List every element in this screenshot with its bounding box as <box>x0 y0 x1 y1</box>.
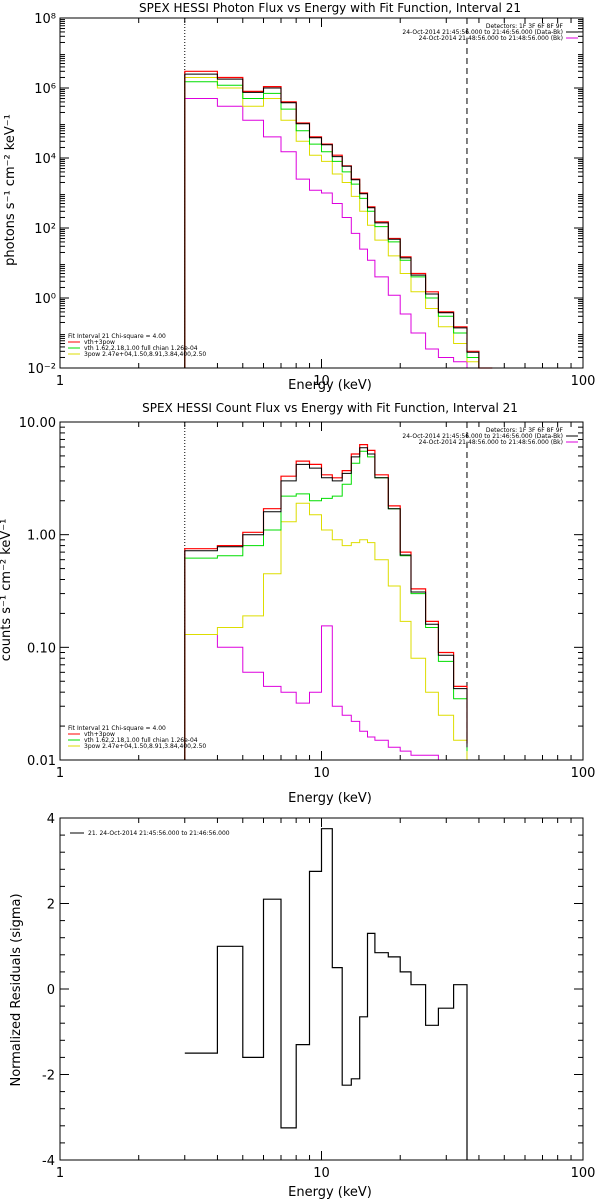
photon-flux-legend-bottom-line: vth+3pow <box>84 339 115 346</box>
residuals-series-residual <box>184 828 468 1160</box>
residuals-xtick-label: 10 <box>313 1166 330 1181</box>
residuals-xlabel: Energy (keV) <box>288 1185 372 1200</box>
count-flux-title: SPEX HESSI Count Flux vs Energy with Fit… <box>142 401 518 415</box>
count-flux-series-vth <box>184 450 468 760</box>
count-flux-panel: SPEX HESSI Count Flux vs Energy with Fit… <box>0 401 595 806</box>
photon-flux-title: SPEX HESSI Photon Flux vs Energy with Fi… <box>139 1 521 15</box>
photon-flux-xtick-label: 100 <box>571 374 596 389</box>
residuals-ytick-label: 0 <box>47 983 55 998</box>
count-flux-ytick-label: 0.10 <box>27 641 56 656</box>
count-flux-plot-frame <box>59 421 584 761</box>
count-flux-legend-bottom-line: 3pow 2.47e+04,1.50,8.91,3.84,400,2.50 <box>84 743 206 750</box>
residuals-panel: Energy (keV) Normalized Residuals (sigma… <box>9 812 595 1200</box>
count-flux-legend-bottom-line: vth 1.62,2.18,1.00 full chian 1.26e-04 <box>84 737 198 744</box>
count-flux-legend-bottom-line: Fit Interval 21 Chi-square = 4.00 <box>68 725 166 732</box>
photon-flux-legend-top-line: 24-Oct-2014 21:45:56.000 to 21:46:56.000… <box>402 29 563 36</box>
photon-flux-legend-bottom-line: Fit Interval 21 Chi-square = 4.00 <box>68 333 166 340</box>
count-flux-ytick-label: 10.00 <box>19 416 56 431</box>
photon-flux-xlabel: Energy (keV) <box>288 378 372 393</box>
photon-flux-ytick-label: 10⁰ <box>34 292 56 307</box>
photon-flux-xtick-label: 1 <box>56 374 64 389</box>
photon-flux-xtick-label: 10 <box>313 374 330 389</box>
count-flux-xtick-label: 100 <box>571 766 596 781</box>
count-flux-legend-top-line: 24-Oct-2014 21:45:56.000 to 21:46:56.000… <box>402 433 563 440</box>
count-flux-legend-bottom-line: vth+3pow <box>84 731 115 738</box>
count-flux-ytick-label: 1.00 <box>27 529 56 544</box>
photon-flux-series-model <box>184 70 493 369</box>
residuals-xtick-label: 1 <box>56 1166 64 1181</box>
photon-flux-legend-top-line: 24-Oct-2014 21:48:56.000 to 21:48:56.000… <box>419 35 563 42</box>
residuals-ytick-label: -2 <box>42 1069 55 1084</box>
count-flux-legend-top-line: 24-Oct-2014 21:48:56.000 to 21:48:56.000… <box>419 439 563 446</box>
residuals-plot-frame <box>59 817 584 1161</box>
count-flux-legend-top-line: Detectors: 1F 3F 6F 8F 9F <box>486 427 564 434</box>
photon-flux-ytick-label: 10⁸ <box>34 12 56 27</box>
photon-flux-ytick-label: 10⁶ <box>34 82 56 97</box>
photon-flux-series-vth <box>184 81 493 369</box>
count-flux-xtick-label: 10 <box>313 766 330 781</box>
photon-flux-ytick-label: 10⁻² <box>27 362 56 377</box>
residuals-ylabel: Normalized Residuals (sigma) <box>9 893 24 1086</box>
photon-flux-ytick-label: 10² <box>34 222 56 237</box>
photon-flux-ylabel: photons s⁻¹ cm⁻² keV⁻¹ <box>3 114 18 266</box>
count-flux-series-total <box>184 447 468 760</box>
count-flux-series-bkg <box>184 625 467 761</box>
photon-flux-series-total <box>184 73 493 369</box>
count-flux-xtick-label: 1 <box>56 766 64 781</box>
count-flux-ylabel: counts s⁻¹ cm⁻² keV⁻¹ <box>0 519 14 662</box>
count-flux-series-model <box>184 444 468 760</box>
photon-flux-panel: SPEX HESSI Photon Flux vs Energy with Fi… <box>3 1 595 393</box>
photon-flux-legend-top-line: Detectors: 1F 3F 6F 8F 9F <box>486 23 564 30</box>
count-flux-xlabel: Energy (keV) <box>288 791 372 806</box>
photon-flux-series-bkg <box>184 98 493 369</box>
count-flux-ytick-label: 0.01 <box>27 754 56 769</box>
photon-flux-legend-bottom-line: 3pow 2.47e+04,1.50,8.91,3.84,400,2.50 <box>84 351 206 358</box>
photon-flux-ytick-label: 10⁴ <box>34 152 56 167</box>
photon-flux-series-pow <box>184 77 493 369</box>
residuals-ytick-label: 2 <box>47 898 55 913</box>
residuals-ytick-label: -4 <box>42 1154 55 1169</box>
residuals-xtick-label: 100 <box>571 1166 596 1181</box>
photon-flux-legend-bottom-line: vth 1.62,2.18,1.00 full chian 1.26e-04 <box>84 345 198 352</box>
residuals-legend-label: 21. 24-Oct-2014 21:45:56.000 to 21:46:56… <box>88 830 230 837</box>
residuals-ytick-label: 4 <box>47 812 55 827</box>
count-flux-series-pow <box>184 502 468 760</box>
photon-flux-plot-frame <box>59 17 584 369</box>
